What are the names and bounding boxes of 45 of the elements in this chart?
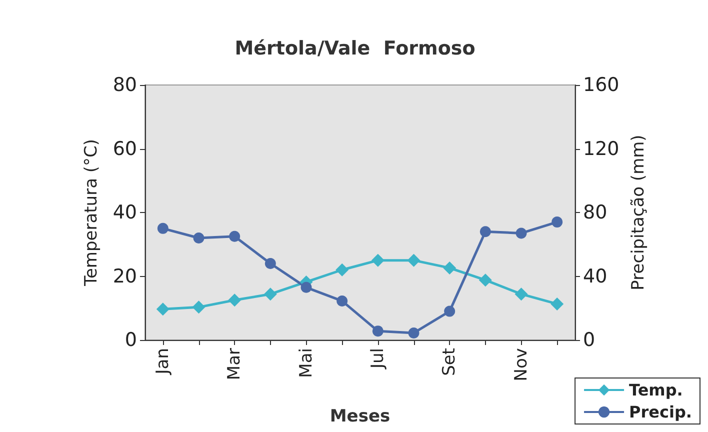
x-tick-label: Jul (368, 348, 388, 370)
point (514, 288, 528, 301)
y2-axis-title: Precipitação (mm) (628, 134, 649, 290)
point (156, 302, 170, 316)
x-tick-label: Mar (224, 348, 245, 380)
point (443, 261, 456, 274)
x-tick-label: Jan (152, 348, 173, 376)
legend-label: Precip. (629, 402, 692, 422)
y-tick-label: 80 (112, 74, 137, 96)
y2-tick-label: 40 (583, 265, 608, 288)
point (478, 274, 492, 287)
y2-tick-label: 160 (583, 74, 620, 96)
y-tick-label: 20 (112, 265, 137, 288)
y-tick-label: 60 (112, 138, 137, 160)
point (480, 226, 491, 238)
point (264, 288, 277, 301)
point (550, 297, 564, 310)
legend-label: Temp. (629, 380, 683, 400)
point (229, 230, 240, 242)
point (336, 295, 348, 306)
point (371, 254, 384, 267)
x-tick-label: Nov (511, 348, 532, 382)
point (228, 294, 242, 307)
chart-title: Mértola/Vale Formoso (234, 38, 476, 60)
point (157, 222, 168, 234)
x-tick-label: Set (440, 348, 460, 376)
y-axis-title: Temperatura (°C) (82, 138, 102, 288)
point (192, 300, 206, 314)
point (444, 306, 456, 317)
x-tick-label: Mai (296, 348, 316, 378)
y2-tick-label: 0 (583, 329, 596, 351)
y-tick-label: 0 (124, 329, 137, 351)
y2-tick-label: 80 (583, 202, 608, 224)
point (552, 216, 563, 228)
point (516, 228, 527, 239)
point (193, 232, 204, 244)
point (336, 263, 349, 276)
point (372, 326, 384, 337)
y2-tick-label: 120 (583, 138, 620, 160)
point (408, 327, 420, 338)
point (407, 254, 420, 267)
point (300, 282, 312, 293)
x-axis-title: Meses (330, 406, 390, 426)
y-tick-label: 40 (112, 202, 137, 224)
point (264, 258, 276, 269)
